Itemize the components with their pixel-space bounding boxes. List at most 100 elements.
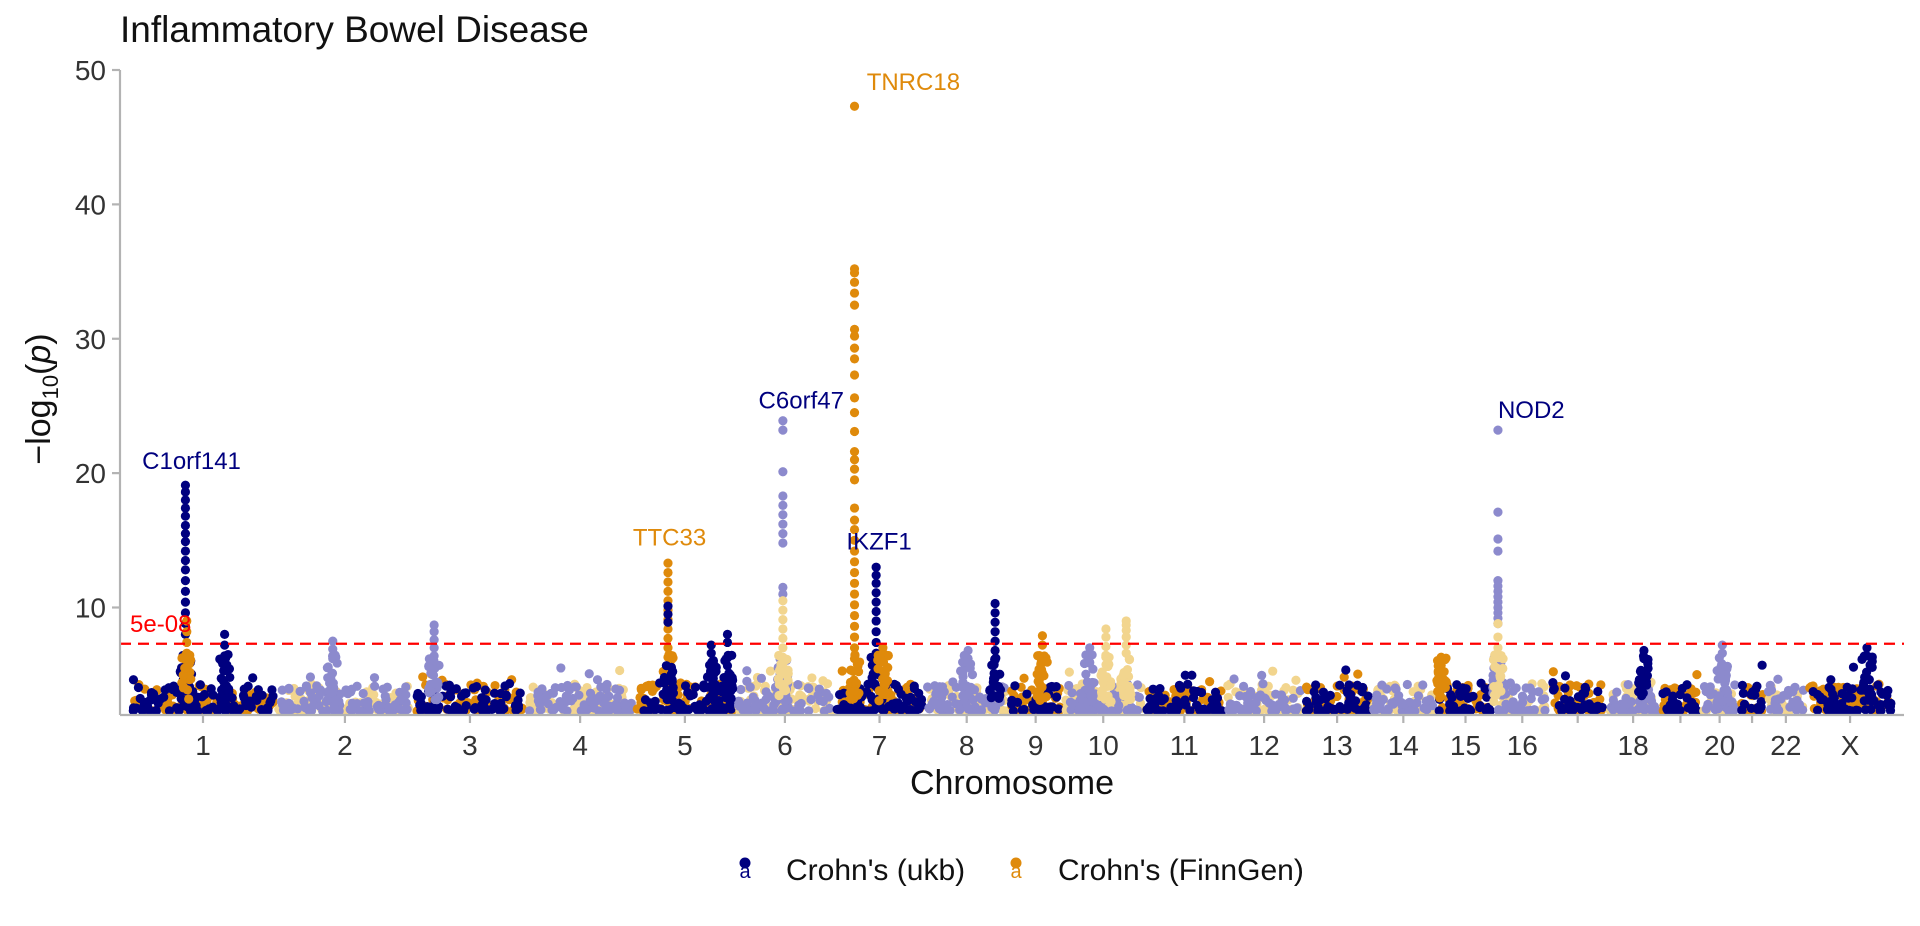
snp-point <box>182 616 192 626</box>
x-tick-label: 5 <box>677 730 693 761</box>
snp-point <box>223 649 233 660</box>
snp-point <box>555 696 565 707</box>
snp-point <box>1738 688 1748 698</box>
snp-point <box>413 688 423 699</box>
y-ticks: 10 20 30 40 50 <box>75 55 120 624</box>
snp-point <box>1052 692 1062 702</box>
snp-point <box>871 606 881 617</box>
annotation-layer: TNRC18 C1orf141 C6orf47 TTC33 IKZF1 NOD2 <box>142 69 1564 556</box>
snp-point <box>1493 546 1503 556</box>
snp-point <box>1183 679 1193 689</box>
snp-point <box>370 681 380 691</box>
snp-point <box>951 682 961 692</box>
snp-point <box>859 706 869 716</box>
snp-point <box>877 688 888 699</box>
snp-point <box>1750 690 1760 700</box>
snp-point <box>846 665 856 675</box>
snp-point <box>680 681 691 691</box>
snp-point <box>189 702 200 712</box>
snp-point <box>1465 706 1476 716</box>
snp-point <box>883 650 893 661</box>
snp-point <box>778 519 788 529</box>
snp-point <box>777 704 788 714</box>
y-axis-title-subscript: 10 <box>38 375 63 399</box>
snp-point <box>1662 704 1672 714</box>
snp-point <box>133 682 144 693</box>
snp-point <box>1388 699 1398 709</box>
snp-point <box>708 679 718 689</box>
legend-key-dot <box>1010 857 1022 869</box>
snp-point <box>1866 704 1876 715</box>
snp-point <box>849 515 860 525</box>
snp-point <box>380 691 390 701</box>
snp-point <box>1798 705 1808 715</box>
snp-point <box>871 570 881 580</box>
gene-label: C6orf47 <box>759 388 844 415</box>
snp-point <box>849 464 860 474</box>
snp-point <box>1054 704 1064 714</box>
snp-point <box>849 393 860 403</box>
snp-point <box>1522 706 1532 716</box>
snp-point <box>611 684 621 694</box>
snp-point <box>1447 693 1457 703</box>
snp-point <box>1155 684 1165 694</box>
snp-point <box>1212 706 1223 716</box>
snp-point <box>180 546 191 556</box>
x-tick-label: 10 <box>1088 730 1119 761</box>
gene-label: C1orf141 <box>142 448 241 475</box>
snp-point <box>1840 704 1850 714</box>
snp-point <box>358 688 368 699</box>
snp-point <box>1863 695 1873 705</box>
snp-point <box>1195 706 1205 716</box>
snp-point <box>1205 677 1215 687</box>
snp-point <box>1705 682 1715 692</box>
snp-point <box>1037 631 1048 641</box>
snp-point <box>496 698 506 708</box>
snp-point <box>662 685 672 695</box>
snp-point <box>1378 694 1388 705</box>
snp-point <box>849 643 860 653</box>
snp-point <box>1086 706 1096 716</box>
snp-point <box>1465 692 1475 702</box>
x-tick-label: 7 <box>872 730 888 761</box>
snp-point <box>1670 683 1680 693</box>
snp-point <box>571 682 581 692</box>
x-tick-label: 6 <box>777 730 793 761</box>
gene-label: IKZF1 <box>846 529 911 556</box>
snp-point <box>459 688 470 698</box>
snp-point <box>1668 691 1678 701</box>
snp-point <box>778 510 788 520</box>
snp-point <box>1560 683 1570 693</box>
snp-point <box>511 705 521 715</box>
snp-point <box>1434 706 1444 716</box>
snp-point <box>1019 673 1029 683</box>
snp-point <box>1281 706 1291 716</box>
snp-point <box>1493 643 1503 653</box>
snp-point <box>778 425 788 435</box>
snp-point <box>1243 694 1253 704</box>
snp-point <box>515 688 525 698</box>
snp-point <box>1341 665 1351 675</box>
snp-point <box>1185 706 1195 716</box>
snp-point <box>1096 706 1106 716</box>
legend-label-ukb: Crohn's (ukb) <box>786 854 965 887</box>
snp-point <box>719 703 729 713</box>
snp-point <box>1301 682 1312 692</box>
x-tick-label: 15 <box>1450 730 1481 761</box>
snp-point <box>663 567 673 578</box>
snp-point <box>1537 695 1547 705</box>
snp-point <box>184 694 194 704</box>
snp-point <box>849 578 860 588</box>
snp-point <box>849 475 860 485</box>
snp-point <box>180 597 191 607</box>
snp-point <box>735 701 745 712</box>
snp-point <box>562 706 572 716</box>
snp-point <box>1643 659 1653 669</box>
snp-point <box>1106 680 1116 691</box>
snp-point <box>322 705 332 715</box>
snp-point <box>778 467 788 477</box>
snp-point <box>244 700 254 710</box>
x-axis-title: Chromosome <box>910 764 1114 802</box>
snp-point <box>1884 701 1894 711</box>
snp-point <box>1188 692 1199 703</box>
